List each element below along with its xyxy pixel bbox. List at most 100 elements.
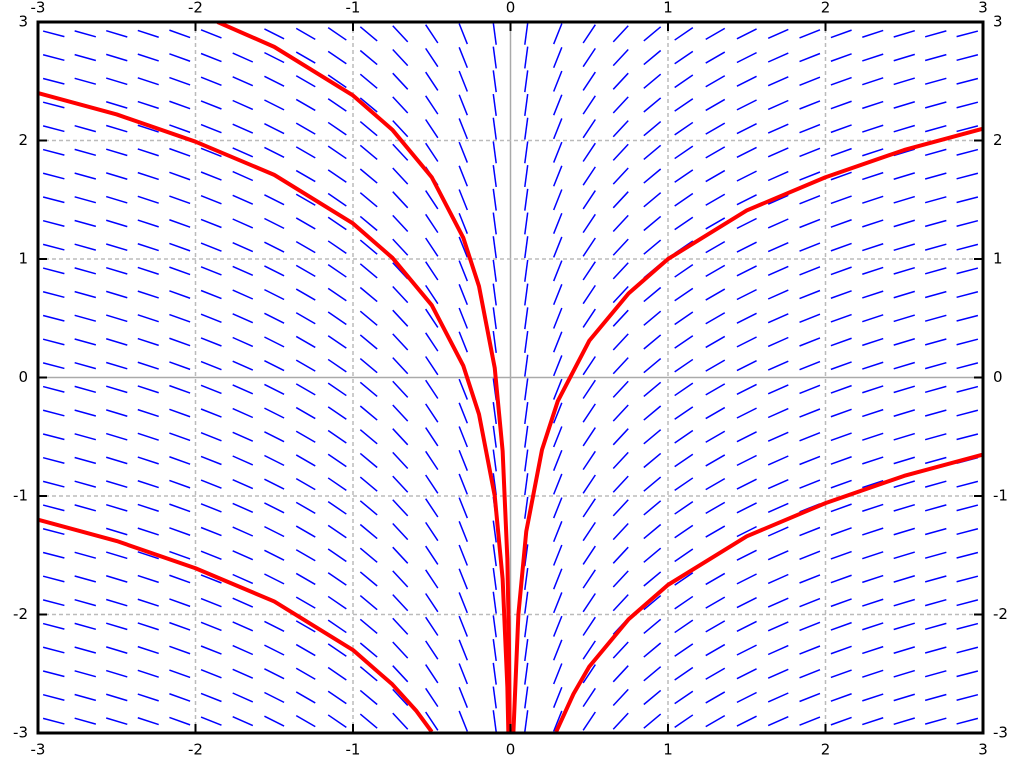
- slope-dash: [524, 283, 529, 306]
- slope-dash: [736, 715, 757, 727]
- slope-dash: [264, 644, 285, 656]
- slope-dash: [924, 290, 947, 299]
- slope-dash: [924, 385, 947, 394]
- slope-dash: [232, 336, 254, 348]
- slope-dash: [524, 662, 529, 685]
- slope-dash: [169, 242, 191, 252]
- slope-dash: [582, 356, 596, 376]
- slope-dash: [736, 99, 757, 111]
- slope-dash: [552, 94, 563, 116]
- slope-dash: [232, 99, 254, 111]
- slope-dash: [705, 572, 726, 586]
- slope-dash: [799, 52, 821, 63]
- slope-dash: [799, 479, 821, 489]
- slope-dash: [392, 72, 409, 90]
- slope-dash: [552, 118, 563, 140]
- slope-dash: [924, 575, 947, 583]
- slope-dash: [327, 264, 347, 278]
- slope-dash: [327, 524, 347, 539]
- slope-dash: [327, 477, 347, 491]
- slope-dash: [524, 330, 529, 353]
- slope-dash: [295, 217, 316, 230]
- slope-dash: [582, 166, 596, 186]
- slope-dash: [862, 622, 884, 631]
- slope-dash: [200, 360, 222, 371]
- slope-dash: [264, 715, 285, 727]
- slope-dash: [643, 500, 662, 516]
- slope-dash: [612, 665, 629, 683]
- slope-dash: [264, 454, 285, 467]
- slope-dash: [458, 449, 469, 471]
- slope-dash: [767, 644, 789, 656]
- slope-dash: [705, 643, 726, 657]
- slope-dash: [264, 383, 285, 395]
- slope-dash: [264, 336, 285, 348]
- slope-dash: [552, 23, 563, 45]
- slope-dash: [425, 284, 439, 305]
- slope-dash: [327, 453, 347, 468]
- slope-dash: [106, 527, 128, 536]
- slope-dash: [264, 217, 285, 230]
- slope-dash: [74, 646, 97, 654]
- slope-dash: [327, 643, 347, 657]
- slope-dash: [169, 266, 191, 276]
- slope-dash: [295, 75, 316, 88]
- slope-dash: [425, 569, 439, 589]
- slope-dash: [862, 717, 884, 726]
- slope-dash: [862, 337, 884, 347]
- slope-dash: [674, 595, 694, 610]
- slope-dash: [425, 427, 439, 447]
- slope-dash: [327, 619, 347, 634]
- slope-dash: [612, 285, 629, 304]
- slope-dash: [582, 47, 596, 68]
- slope-dash: [674, 74, 694, 89]
- slope-dash: [643, 595, 662, 611]
- slope-dash: [643, 49, 662, 66]
- slope-dash: [232, 644, 254, 656]
- slope-dash: [359, 571, 378, 587]
- slope-dash: [552, 355, 563, 377]
- slope-dash: [392, 428, 409, 446]
- slope-dash: [137, 717, 159, 726]
- slope-dash: [924, 243, 947, 251]
- slope-dash: [359, 713, 378, 729]
- slope-dash: [392, 594, 409, 612]
- slope-dash: [830, 716, 852, 726]
- slope-dash: [643, 713, 662, 729]
- slope-dash: [612, 357, 629, 375]
- slope-dash: [327, 121, 347, 136]
- slope-dash: [767, 265, 789, 276]
- slope-dash: [924, 196, 947, 204]
- slope-dash: [264, 99, 285, 111]
- slope-dash: [359, 215, 378, 232]
- slope-dash: [295, 691, 316, 704]
- slope-dash: [425, 190, 439, 210]
- slope-dash: [767, 194, 789, 205]
- slope-dash: [137, 266, 159, 275]
- slope-dash: [582, 24, 596, 44]
- slope-dash: [799, 266, 821, 276]
- slope-dash: [956, 575, 979, 583]
- slope-dash: [106, 124, 128, 133]
- slope-dash: [200, 313, 222, 323]
- slope-dash: [524, 259, 529, 282]
- slope-dash: [612, 167, 629, 185]
- slope-dash: [458, 497, 469, 519]
- slope-dash: [169, 527, 191, 536]
- slope-dash: [295, 430, 316, 443]
- slope-dash: [524, 425, 529, 448]
- slope-dash: [42, 291, 65, 299]
- slope-dash: [767, 550, 789, 561]
- slope-dash: [42, 54, 65, 62]
- slope-dash: [169, 53, 191, 62]
- slope-dash: [295, 193, 316, 206]
- slope-dash: [232, 218, 254, 229]
- slope-dash: [264, 573, 285, 585]
- slope-dash: [830, 503, 852, 513]
- slope-dash: [200, 479, 222, 489]
- slope-dash: [42, 409, 65, 417]
- slope-dash: [392, 48, 409, 67]
- slope-dash: [327, 595, 347, 610]
- slope-dash: [264, 478, 285, 490]
- slope-dash: [359, 286, 378, 303]
